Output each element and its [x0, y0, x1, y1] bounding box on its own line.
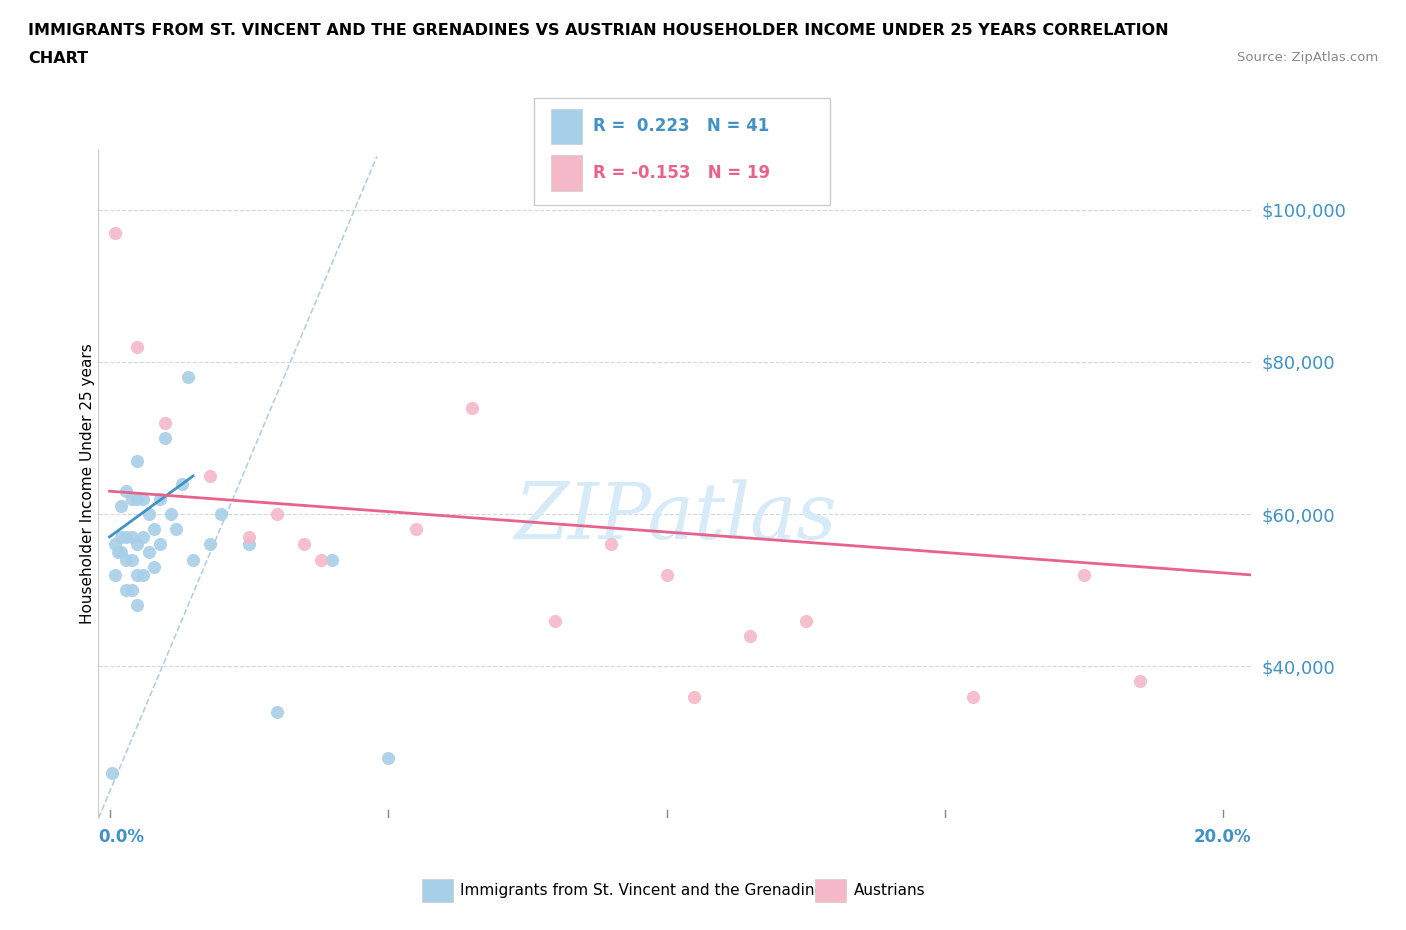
Text: 20.0%: 20.0%	[1194, 828, 1251, 845]
Point	[127, 537, 149, 551]
Text: IMMIGRANTS FROM ST. VINCENT AND THE GRENADINES VS AUSTRIAN HOUSEHOLDER INCOME UN: IMMIGRANTS FROM ST. VINCENT AND THE GREN…	[28, 23, 1168, 38]
Point	[170, 476, 193, 491]
Point	[1073, 567, 1095, 582]
Point	[138, 507, 160, 522]
Point	[683, 689, 706, 704]
Text: Austrians: Austrians	[853, 884, 925, 898]
Point	[127, 598, 149, 613]
Point	[155, 416, 177, 431]
Y-axis label: Householder Income Under 25 years: Householder Income Under 25 years	[80, 343, 94, 624]
Text: Source: ZipAtlas.com: Source: ZipAtlas.com	[1237, 51, 1378, 64]
Point	[104, 537, 127, 551]
Point	[266, 507, 288, 522]
Point	[159, 507, 181, 522]
Point	[138, 545, 160, 560]
Point	[110, 499, 132, 514]
Point	[104, 225, 127, 240]
Point	[655, 567, 678, 582]
Point	[405, 522, 427, 537]
Point	[115, 552, 138, 567]
Point	[121, 529, 143, 544]
Point	[460, 400, 482, 415]
Point	[132, 529, 155, 544]
Point	[115, 484, 138, 498]
Point	[115, 583, 138, 598]
Point	[107, 545, 129, 560]
Point	[544, 613, 567, 628]
Point	[127, 491, 149, 506]
Point	[309, 552, 332, 567]
Point	[149, 537, 172, 551]
Point	[104, 567, 127, 582]
Point	[294, 537, 316, 551]
Point	[238, 529, 260, 544]
Point	[121, 491, 143, 506]
Point	[181, 552, 204, 567]
Point	[198, 537, 221, 551]
Text: CHART: CHART	[28, 51, 89, 66]
Point	[209, 507, 232, 522]
Point	[377, 751, 399, 765]
Point	[101, 765, 124, 780]
Point	[794, 613, 817, 628]
Point	[143, 522, 166, 537]
Point	[121, 552, 143, 567]
Point	[266, 704, 288, 719]
Point	[143, 560, 166, 575]
Point	[738, 629, 761, 644]
Point	[115, 529, 138, 544]
Point	[165, 522, 187, 537]
Point	[127, 453, 149, 468]
Point	[110, 529, 132, 544]
Point	[132, 491, 155, 506]
Point	[599, 537, 621, 551]
Point	[321, 552, 343, 567]
Text: R = -0.153   N = 19: R = -0.153 N = 19	[593, 164, 770, 182]
Point	[127, 339, 149, 354]
Text: 0.0%: 0.0%	[98, 828, 145, 845]
Point	[198, 469, 221, 484]
Text: Immigrants from St. Vincent and the Grenadines: Immigrants from St. Vincent and the Gren…	[460, 884, 832, 898]
Point	[962, 689, 984, 704]
Point	[176, 369, 198, 384]
Point	[121, 583, 143, 598]
Text: ZIPatlas: ZIPatlas	[513, 479, 837, 555]
Point	[149, 491, 172, 506]
Point	[1129, 674, 1152, 689]
Point	[132, 567, 155, 582]
Point	[238, 537, 260, 551]
Point	[127, 567, 149, 582]
Text: R =  0.223   N = 41: R = 0.223 N = 41	[593, 117, 769, 136]
Point	[110, 545, 132, 560]
Point	[155, 431, 177, 445]
